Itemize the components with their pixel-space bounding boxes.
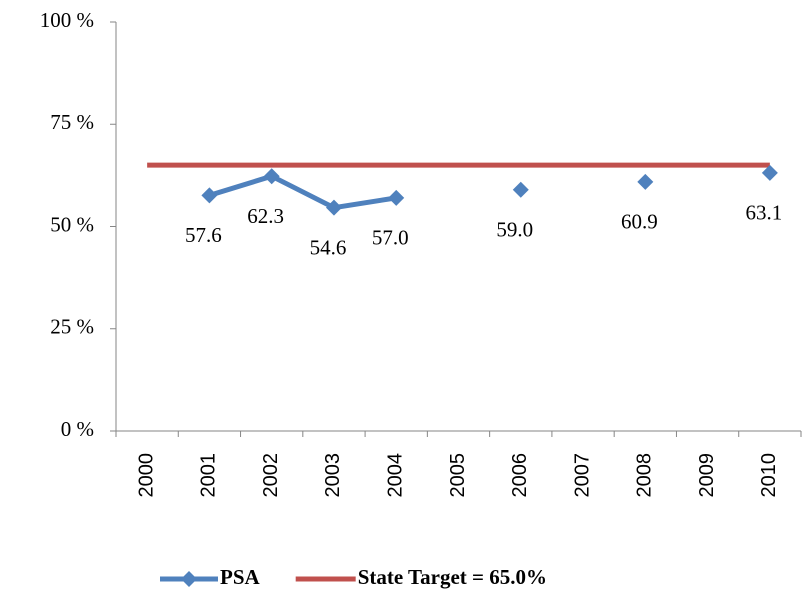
marker <box>263 168 280 185</box>
y-tick-label: 100 % <box>40 8 94 32</box>
data-label: 60.9 <box>621 210 658 234</box>
data-label: 62.3 <box>247 204 284 228</box>
legend-label: State Target = 65.0% <box>358 565 547 589</box>
x-tick-label: 2007 <box>571 453 593 498</box>
data-label: 59.0 <box>496 218 533 242</box>
y-tick-label: 50 % <box>50 212 94 236</box>
marker <box>388 189 405 206</box>
data-label: 54.6 <box>310 235 347 259</box>
x-tick-label: 2001 <box>198 453 220 498</box>
marker <box>325 199 342 216</box>
x-tick-label: 2009 <box>696 453 718 498</box>
y-tick-label: 0 % <box>61 417 94 441</box>
x-tick-label: 2006 <box>509 453 531 498</box>
x-tick-label: 2010 <box>758 453 780 498</box>
legend-label: PSA <box>220 565 261 589</box>
data-label: 57.0 <box>372 226 409 250</box>
y-tick-label: 25 % <box>50 315 94 339</box>
marker <box>761 164 778 181</box>
marker <box>201 187 218 204</box>
series-line <box>209 173 769 208</box>
data-label: 57.6 <box>185 223 222 247</box>
marker <box>512 181 529 198</box>
legend-marker <box>181 571 197 587</box>
x-tick-label: 2005 <box>447 453 469 498</box>
x-tick-label: 2004 <box>385 453 407 498</box>
x-tick-label: 2003 <box>322 453 344 498</box>
x-tick-label: 2002 <box>260 453 282 498</box>
x-tick-label: 2000 <box>135 453 157 498</box>
x-tick-label: 2008 <box>634 453 656 498</box>
y-tick-label: 75 % <box>50 110 94 134</box>
marker <box>637 173 654 190</box>
data-label: 63.1 <box>745 201 782 225</box>
